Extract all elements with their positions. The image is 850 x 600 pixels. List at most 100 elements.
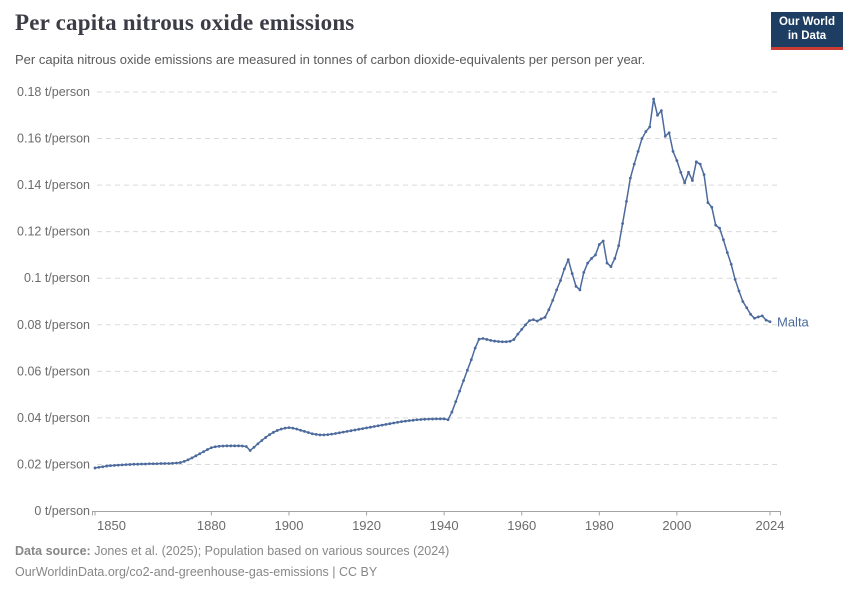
data-point (636, 149, 640, 153)
data-point (760, 314, 764, 318)
data-point (648, 125, 652, 129)
data-point (737, 289, 741, 293)
series-label-malta[interactable]: Malta (777, 314, 810, 329)
data-point (330, 432, 334, 436)
data-point (652, 97, 656, 101)
y-tick-label: 0.06 t/person (17, 364, 90, 378)
data-point (621, 222, 624, 225)
data-point (109, 464, 112, 468)
data-point (434, 417, 438, 421)
data-point (539, 317, 543, 321)
x-axis-labels: 1850 1880 1900 1920 1940 1960 1980 2000 2024 (97, 518, 784, 533)
data-point (578, 288, 582, 292)
data-point (586, 261, 590, 265)
data-point (213, 445, 217, 449)
data-point (516, 332, 520, 336)
data-point (206, 448, 209, 451)
data-point (209, 446, 213, 450)
data-point (547, 308, 551, 312)
data-point (419, 418, 423, 421)
data-point (574, 284, 578, 288)
data-point (667, 131, 671, 135)
data-point (310, 432, 314, 436)
malta-line-series[interactable] (94, 98, 771, 469)
data-point (698, 162, 702, 166)
data-point (535, 319, 539, 323)
y-tick-label: 0 t/person (34, 504, 90, 518)
data-point (617, 244, 621, 248)
data-point (291, 426, 295, 430)
data-point (283, 426, 287, 430)
data-point (462, 379, 465, 383)
data-point (403, 419, 407, 423)
owid-logo: Our World in Data (771, 12, 843, 50)
data-point (706, 201, 710, 204)
data-point (753, 316, 756, 320)
data-point (563, 267, 566, 271)
data-point (656, 113, 659, 117)
x-tick-label: 1920 (352, 518, 381, 533)
data-point (380, 423, 384, 427)
data-point (353, 428, 357, 432)
data-point (423, 417, 427, 421)
data-point (609, 265, 613, 268)
data-point (155, 462, 159, 466)
data-point (105, 464, 109, 468)
data-point (268, 433, 271, 437)
data-point (198, 452, 202, 456)
y-tick-label: 0.14 t/person (17, 178, 90, 192)
x-tick-label: 1880 (197, 518, 226, 533)
data-point (702, 173, 706, 177)
data-point (710, 205, 714, 209)
data-point (566, 258, 570, 261)
data-point (605, 261, 609, 265)
data-point (140, 462, 143, 466)
data-point (718, 226, 721, 230)
data-point (528, 319, 531, 322)
data-point (687, 170, 690, 174)
data-point (151, 462, 155, 466)
data-point (481, 337, 485, 340)
data-point (640, 137, 644, 140)
data-point (454, 400, 458, 403)
data-point (466, 368, 469, 372)
data-point (729, 262, 733, 266)
data-point (714, 223, 718, 227)
data-point (171, 461, 174, 465)
data-point (512, 338, 516, 341)
data-point (229, 444, 233, 448)
data-point (338, 431, 341, 435)
data-point (504, 340, 508, 344)
data-point (217, 444, 221, 448)
data-point (318, 433, 322, 437)
data-point (376, 424, 380, 428)
data-point (594, 253, 597, 257)
y-tick-label: 0.12 t/person (17, 225, 90, 239)
data-point (725, 251, 729, 255)
data-point (186, 458, 190, 462)
data-point (764, 318, 768, 322)
y-tick-label: 0.18 t/person (17, 85, 90, 99)
y-gridlines (97, 91, 778, 465)
data-point (244, 445, 248, 448)
data-point (113, 463, 116, 467)
data-point (299, 428, 302, 432)
data-point (163, 462, 167, 465)
data-point (334, 432, 337, 435)
data-point (446, 418, 450, 422)
data-point (396, 420, 399, 424)
data-point (341, 430, 345, 434)
y-tick-label: 0.1 t/person (24, 271, 90, 285)
data-point (295, 427, 299, 431)
data-point (469, 358, 473, 362)
x-tick-label: 1960 (507, 518, 536, 533)
x-tick-label: 2024 (756, 518, 785, 533)
data-point (279, 427, 283, 431)
data-point (520, 328, 524, 331)
data-point (555, 288, 559, 292)
data-point (485, 338, 489, 341)
data-point (349, 429, 353, 433)
data-point (159, 462, 163, 465)
data-point (365, 426, 368, 430)
